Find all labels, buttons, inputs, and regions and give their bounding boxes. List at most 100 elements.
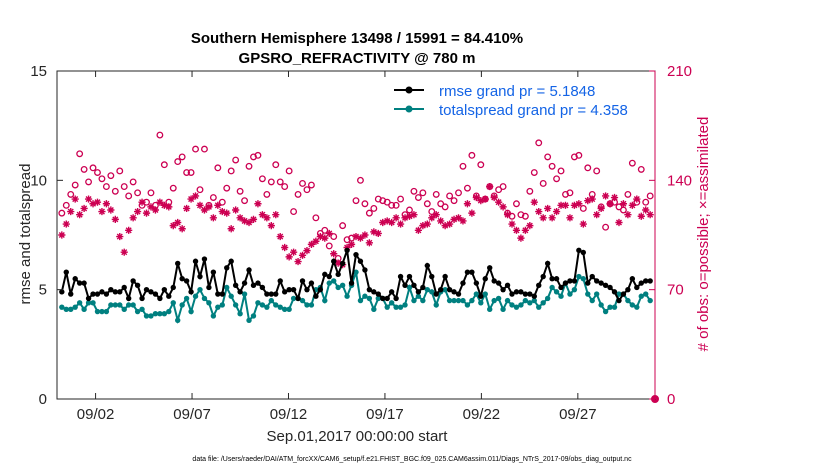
assimilated-obs-marker: [526, 222, 534, 230]
totalspread-point: [286, 306, 292, 313]
assimilated-obs-star: [615, 218, 623, 227]
assimilated-obs-marker: [312, 237, 320, 245]
possible-obs-marker: [606, 200, 614, 208]
assimilated-obs-star: [183, 204, 191, 213]
assimilated-obs-star: [347, 240, 356, 248]
rmse-point: [442, 273, 448, 280]
totalspread-point: [366, 295, 373, 302]
assimilated-obs-star: [67, 207, 75, 216]
rmse-point: [85, 295, 92, 302]
totalspread-point: [326, 280, 332, 286]
assimilated-obs-star: [548, 214, 556, 222]
possible-obs-marker: [348, 234, 355, 242]
possible-obs-marker: [147, 189, 155, 197]
possible-obs-marker: [495, 186, 503, 194]
assimilated-obs-star: [303, 247, 311, 255]
possible-obs-marker: [646, 192, 654, 200]
assimilated-obs-marker: [481, 195, 489, 203]
rmse-point: [647, 278, 653, 284]
assimilated-obs-star: [490, 193, 498, 202]
assimilated-obs-marker: [624, 211, 632, 219]
rmse-point: [241, 280, 248, 286]
totalspread-point: [94, 308, 101, 315]
totalspread-point: [536, 304, 542, 310]
assimilated-obs-marker: [410, 211, 418, 219]
totalspread-point: [388, 300, 395, 306]
totalspread-point: [544, 295, 551, 302]
possible-obs-marker: [388, 201, 396, 209]
possible-obs-marker: [633, 198, 641, 206]
rmse-point: [201, 256, 208, 262]
rmse-point: [326, 273, 332, 280]
rmse-point: [299, 278, 306, 284]
assimilated-obs-marker: [561, 201, 570, 209]
rmse-point: [638, 280, 644, 286]
totalspread-point: [567, 291, 573, 297]
assimilated-obs-marker: [178, 225, 186, 233]
assimilated-obs-star: [503, 211, 512, 219]
possible-obs-marker: [89, 164, 97, 172]
assimilated-obs-star: [521, 226, 529, 234]
assimilated-obs-star: [84, 195, 93, 203]
totalspread-point: [598, 302, 604, 308]
totalspread-point: [139, 306, 145, 313]
possible-obs-marker: [187, 169, 195, 176]
possible-obs-marker: [446, 192, 454, 200]
totalspread-point: [487, 306, 493, 313]
possible-obs-marker: [174, 158, 182, 166]
assimilated-obs-marker: [646, 211, 654, 219]
rmse-point: [103, 291, 110, 297]
assimilated-obs-marker: [490, 193, 498, 202]
x-tick-label: 09/07: [173, 406, 211, 423]
assimilated-obs-marker: [58, 231, 66, 239]
assimilated-obs-marker: [218, 207, 226, 216]
possible-obs-marker: [250, 153, 257, 161]
possible-obs-marker: [76, 150, 84, 158]
possible-obs-marker: [312, 214, 320, 222]
rmse-point: [429, 273, 435, 280]
assimilated-obs-marker: [606, 200, 614, 208]
assimilated-obs-marker: [151, 206, 160, 214]
assimilated-obs-star: [495, 198, 503, 206]
possible-obs-marker: [615, 203, 623, 211]
possible-obs-marker: [223, 184, 231, 192]
assimilated-obs-marker: [263, 214, 271, 222]
assimilated-obs-marker: [298, 251, 307, 259]
rmse-point: [482, 276, 488, 282]
assimilated-obs-marker: [129, 214, 137, 222]
assimilated-obs-star: [209, 214, 217, 222]
assimilated-obs-star: [258, 211, 266, 219]
possible-obs-marker: [504, 209, 511, 217]
assimilated-obs-marker: [570, 201, 579, 209]
assimilated-obs-star: [236, 214, 244, 222]
possible-obs-marker: [619, 206, 627, 214]
y2-tick-label: 210: [667, 63, 692, 80]
totalspread-point: [513, 304, 520, 310]
assimilated-obs-marker: [588, 195, 596, 203]
possible-obs-marker: [548, 162, 556, 170]
assimilated-obs-marker: [521, 226, 529, 234]
assimilated-obs-marker: [392, 214, 400, 222]
assimilated-obs-marker: [499, 203, 507, 211]
totalspread-point: [99, 308, 105, 315]
possible-obs-marker: [241, 197, 249, 205]
rmse-point: [393, 295, 399, 302]
totalspread-point: [522, 297, 529, 304]
rmse-point: [317, 286, 324, 293]
possible-obs-marker: [352, 197, 360, 205]
rmse-point: [446, 286, 453, 293]
possible-obs-marker: [361, 200, 369, 208]
possible-obs-marker: [285, 167, 293, 175]
assimilated-obs-marker: [365, 239, 373, 247]
assimilated-obs-marker: [187, 195, 195, 203]
rmse-point: [112, 289, 119, 295]
possible-obs-marker: [267, 178, 275, 186]
assimilated-obs-star: [294, 257, 302, 266]
totalspread-point: [85, 300, 92, 306]
legend-rmse-marker: [405, 86, 413, 94]
assimilated-obs-star: [107, 206, 115, 214]
rmse-point: [411, 282, 417, 288]
assimilated-obs-star: [191, 192, 200, 200]
totalspread-point: [549, 284, 555, 291]
assimilated-obs-marker: [459, 217, 467, 225]
